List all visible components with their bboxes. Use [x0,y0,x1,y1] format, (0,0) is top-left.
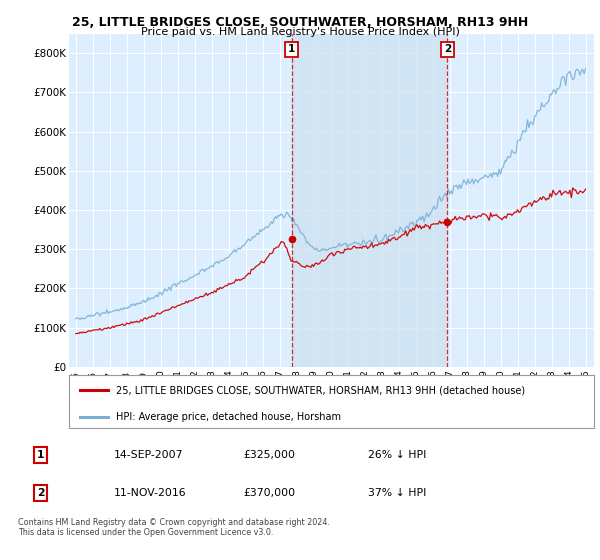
Text: 14-SEP-2007: 14-SEP-2007 [114,450,184,460]
Text: 11-NOV-2016: 11-NOV-2016 [114,488,187,498]
Bar [292,34,448,367]
Text: 25, LITTLE BRIDGES CLOSE, SOUTHWATER, HORSHAM, RH13 9HH (detached house): 25, LITTLE BRIDGES CLOSE, SOUTHWATER, HO… [116,385,526,395]
Text: Price paid vs. HM Land Registry's House Price Index (HPI): Price paid vs. HM Land Registry's House … [140,27,460,37]
Text: 2: 2 [444,44,451,54]
Text: 25, LITTLE BRIDGES CLOSE, SOUTHWATER, HORSHAM, RH13 9HH: 25, LITTLE BRIDGES CLOSE, SOUTHWATER, HO… [72,16,528,29]
Text: 26% ↓ HPI: 26% ↓ HPI [368,450,426,460]
Text: 2: 2 [37,488,44,498]
Text: 1: 1 [37,450,44,460]
Text: Contains HM Land Registry data © Crown copyright and database right 2024.
This d: Contains HM Land Registry data © Crown c… [18,518,330,538]
Text: 37% ↓ HPI: 37% ↓ HPI [368,488,426,498]
Text: £370,000: £370,000 [244,488,296,498]
Text: HPI: Average price, detached house, Horsham: HPI: Average price, detached house, Hors… [116,412,341,422]
Text: 1: 1 [288,44,295,54]
Text: £325,000: £325,000 [244,450,296,460]
